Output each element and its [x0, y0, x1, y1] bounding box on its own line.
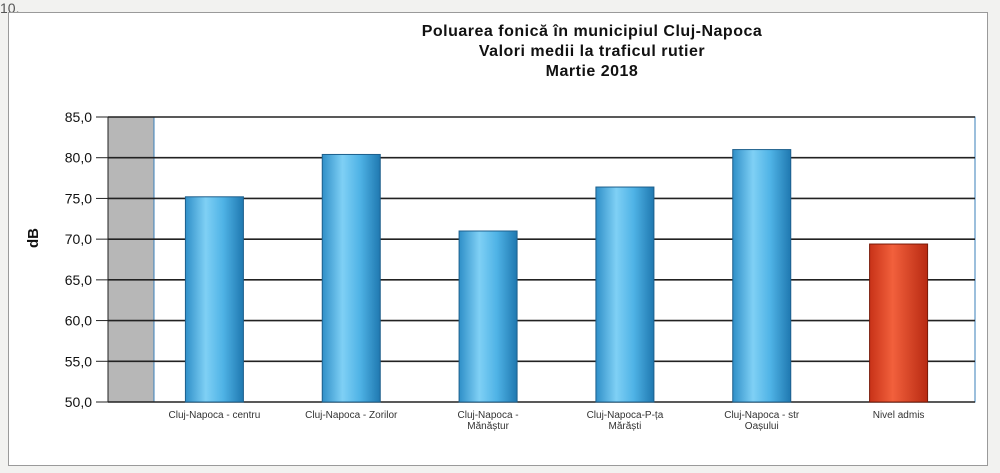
x-tick-label: Cluj-Napoca - Zorilor — [305, 410, 398, 421]
bar-4 — [595, 186, 655, 403]
y-axis-title: dB — [25, 228, 42, 248]
bar-3 — [458, 230, 518, 403]
x-tick-label: Cluj-Napoca - — [458, 410, 519, 421]
x-tick-label: Cluj-Napoca - str — [724, 410, 800, 421]
chart-title-line-3: Martie 2018 — [545, 63, 639, 80]
x-tick-label: Cluj-Napoca - centru — [169, 410, 261, 421]
x-tick-label: Mănăștur — [467, 421, 509, 432]
y-tick-label: 55,0 — [65, 353, 92, 369]
chart-title: Poluarea fonică în municipiul Cluj-Napoc… — [300, 22, 884, 82]
chart-title-line-1: Poluarea fonică în municipiul Cluj-Napoc… — [421, 23, 763, 40]
x-tick-label: Nivel admis — [873, 410, 925, 421]
chart-title-line-2: Valori medii la traficul rutier — [478, 43, 706, 60]
bar-5 — [732, 149, 792, 403]
bar-2 — [321, 153, 381, 403]
x-tick-label: Cluj-Napoca-P-ța — [587, 410, 664, 421]
x-tick-label: Mărăști — [609, 421, 642, 432]
y-tick-label: 60,0 — [65, 313, 92, 329]
y-tick-label: 65,0 — [65, 272, 92, 288]
y-tick-label: 50,0 — [65, 394, 92, 410]
bar-6 — [869, 243, 929, 403]
x-tick-label: Oașului — [745, 421, 779, 432]
y-tick-label: 75,0 — [65, 190, 92, 206]
plot-area — [153, 116, 976, 403]
y-tick-label: 70,0 — [65, 231, 92, 247]
chart-side-wall — [108, 117, 154, 402]
bar-1 — [184, 196, 244, 403]
y-tick-label: 85,0 — [65, 109, 92, 125]
y-tick-label: 80,0 — [65, 150, 92, 166]
